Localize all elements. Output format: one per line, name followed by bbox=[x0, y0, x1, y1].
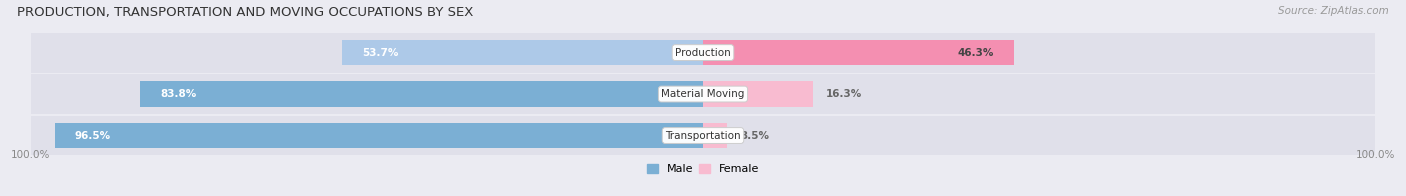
Text: 53.7%: 53.7% bbox=[363, 48, 399, 58]
Text: PRODUCTION, TRANSPORTATION AND MOVING OCCUPATIONS BY SEX: PRODUCTION, TRANSPORTATION AND MOVING OC… bbox=[17, 6, 474, 19]
Text: 83.8%: 83.8% bbox=[160, 89, 197, 99]
Text: 46.3%: 46.3% bbox=[957, 48, 994, 58]
Bar bbox=[55, 123, 703, 148]
Text: Source: ZipAtlas.com: Source: ZipAtlas.com bbox=[1278, 6, 1389, 16]
Bar bbox=[703, 40, 1014, 65]
Bar bbox=[703, 123, 727, 148]
Bar bbox=[342, 40, 703, 65]
Legend: Male, Female: Male, Female bbox=[643, 159, 763, 179]
Bar bbox=[31, 116, 1375, 155]
Text: Production: Production bbox=[675, 48, 731, 58]
Text: 3.5%: 3.5% bbox=[740, 131, 769, 141]
Bar bbox=[141, 81, 703, 107]
Bar bbox=[31, 33, 1375, 73]
Text: Transportation: Transportation bbox=[665, 131, 741, 141]
Text: 100.0%: 100.0% bbox=[11, 150, 51, 160]
Text: Material Moving: Material Moving bbox=[661, 89, 745, 99]
Text: 100.0%: 100.0% bbox=[1355, 150, 1395, 160]
Bar bbox=[31, 74, 1375, 114]
Text: 96.5%: 96.5% bbox=[75, 131, 111, 141]
Text: 16.3%: 16.3% bbox=[825, 89, 862, 99]
Bar bbox=[703, 81, 813, 107]
